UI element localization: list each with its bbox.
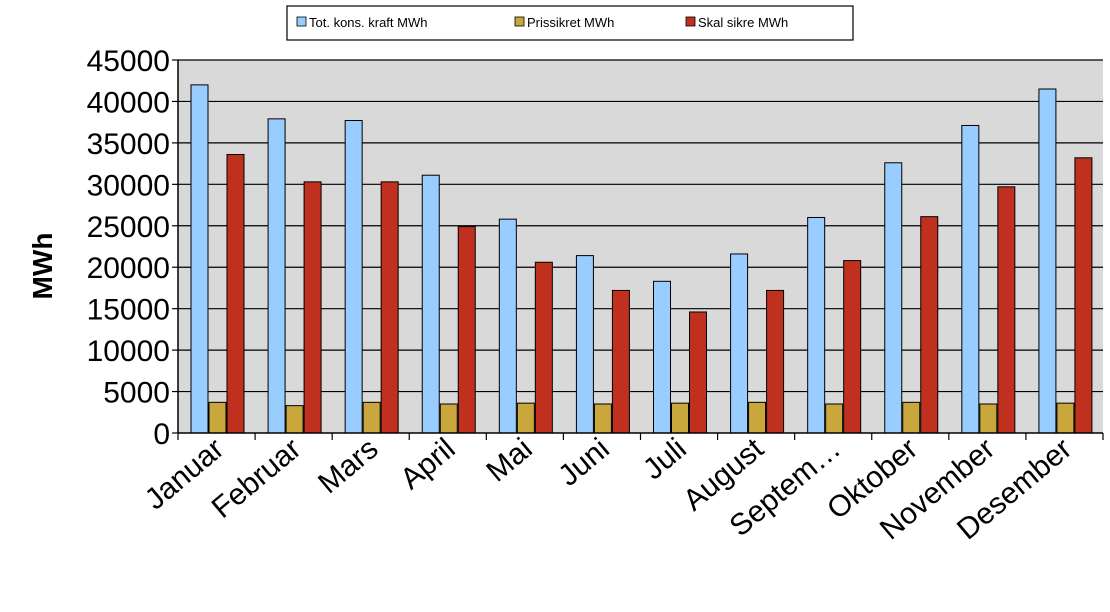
legend-box (286, 5, 854, 41)
bar (362, 401, 381, 434)
bar (730, 253, 749, 434)
bar (653, 280, 671, 434)
y-axis-label: MWh (27, 233, 58, 300)
x-tick-label: Februar (206, 432, 308, 525)
x-tick-label: Juni (552, 432, 615, 493)
y-tick-label: 30000 (87, 169, 170, 202)
bar (439, 403, 458, 434)
bar (843, 260, 862, 434)
bar (421, 174, 440, 434)
y-tick-label: 25000 (87, 211, 170, 244)
bar (516, 402, 535, 434)
bar (884, 162, 903, 434)
bar (611, 289, 630, 434)
x-tick-label: Mai (480, 432, 538, 488)
bars (190, 84, 1093, 434)
x-tick-label: Mars (312, 432, 384, 500)
y-tick-label: 35000 (87, 128, 170, 161)
legend: Tot. kons. kraft MWh Prissikret MWh Skal s… (286, 5, 854, 41)
bar (303, 181, 322, 434)
bar (825, 403, 844, 434)
legend-swatch (296, 16, 307, 27)
bar (748, 401, 767, 434)
bar (534, 261, 553, 434)
bar (997, 186, 1016, 434)
bar (593, 403, 612, 434)
legend-label: Tot. kons. kraft MWh (309, 15, 427, 30)
y-tick-label: 0 (153, 418, 170, 451)
bar (961, 124, 980, 434)
bar (1038, 88, 1057, 434)
bar (807, 216, 826, 434)
bar (766, 289, 785, 434)
bar (498, 218, 517, 434)
bar (1074, 157, 1093, 434)
bar (457, 226, 476, 434)
bar (344, 120, 363, 434)
bar (920, 216, 939, 434)
plot-area (178, 60, 1103, 433)
bar (1056, 402, 1075, 434)
y-tick-labels: 0 5000 10000 15000 20000 25000 30000 35000 40000… (87, 45, 170, 451)
x-tick-label: Juli (637, 432, 693, 486)
bar (671, 402, 689, 434)
legend-swatch (685, 16, 696, 27)
x-tick-label: April (394, 432, 461, 496)
y-tick-label: 20000 (87, 252, 170, 285)
bar (267, 118, 286, 434)
legend-label: Prissikret MWh (527, 15, 614, 30)
bar (575, 255, 594, 434)
gridlines (172, 59, 1103, 434)
y-tick-label: 5000 (103, 377, 170, 410)
bar (285, 405, 304, 434)
y-tick-label: 40000 (87, 86, 170, 119)
bar (226, 153, 245, 434)
y-tick-label: 10000 (87, 335, 170, 368)
legend-label: Skal sikre MWh (698, 15, 788, 30)
bar (380, 181, 399, 434)
bar (979, 403, 998, 434)
bar (689, 311, 707, 434)
bar (208, 401, 227, 434)
axes (177, 60, 1104, 440)
bar (902, 401, 921, 434)
y-tick-label: 45000 (87, 45, 170, 78)
bar (190, 84, 209, 434)
y-tick-label: 15000 (87, 294, 170, 327)
legend-swatch (514, 16, 525, 27)
